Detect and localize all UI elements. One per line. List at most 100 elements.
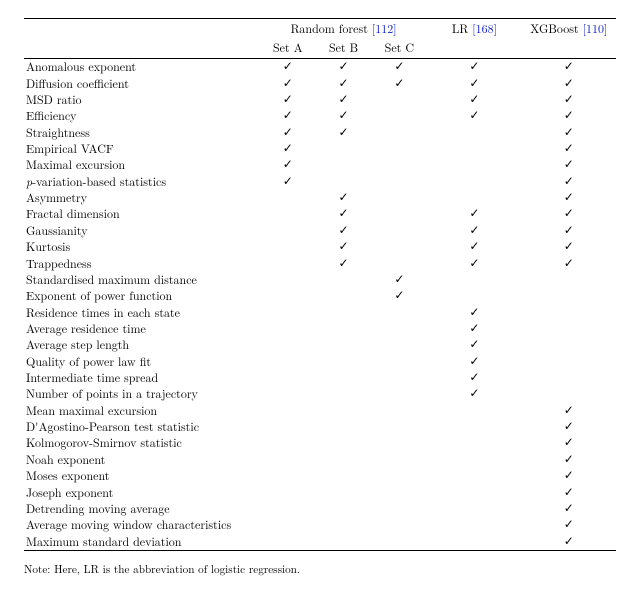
table-row: Noah exponent✓ xyxy=(24,451,616,467)
table-row: Maximum standard deviation ✓ xyxy=(24,533,616,550)
check-cell xyxy=(371,500,427,516)
col-lr: LR [168] xyxy=(427,19,521,38)
table-row: Anomalous exponent✓✓✓✓✓ xyxy=(24,59,616,75)
check-cell xyxy=(371,190,427,206)
check-cell xyxy=(427,124,521,140)
check-cell: ✓ xyxy=(316,222,372,238)
feature-label: Intermediate time spread xyxy=(24,370,260,386)
check-cell xyxy=(371,533,427,550)
table-row: Asymmetry✓✓ xyxy=(24,190,616,206)
check-cell: ✓ xyxy=(260,124,316,140)
check-cell xyxy=(427,451,521,467)
check-cell: ✓ xyxy=(427,370,521,386)
check-cell xyxy=(427,517,521,533)
check-cell xyxy=(371,124,427,140)
feature-label: Gaussianity xyxy=(24,222,260,238)
check-cell xyxy=(371,157,427,173)
check-cell xyxy=(427,173,521,189)
table-row: Kurtosis✓✓✓ xyxy=(24,239,616,255)
table-row: p-variation-based statistics✓✓ xyxy=(24,173,616,189)
feature-label: Mean maximal excursion xyxy=(24,402,260,418)
check-cell xyxy=(371,337,427,353)
check-cell xyxy=(260,451,316,467)
check-cell xyxy=(427,190,521,206)
table-row: Maximal excursion✓✓ xyxy=(24,157,616,173)
feature-label: Trappedness xyxy=(24,255,260,271)
check-cell xyxy=(316,271,372,287)
check-cell xyxy=(316,157,372,173)
check-cell xyxy=(260,320,316,336)
check-cell xyxy=(316,484,372,500)
check-cell xyxy=(316,517,372,533)
check-cell: ✓ xyxy=(522,419,616,435)
check-cell xyxy=(260,370,316,386)
check-cell xyxy=(260,435,316,451)
check-cell xyxy=(316,386,372,402)
check-cell xyxy=(371,468,427,484)
check-cell xyxy=(522,288,616,304)
feature-label: Detrending moving average xyxy=(24,500,260,516)
feature-label: Average residence time xyxy=(24,320,260,336)
check-cell: ✓ xyxy=(522,157,616,173)
table-row: Intermediate time spread ✓ xyxy=(24,370,616,386)
check-cell: ✓ xyxy=(427,337,521,353)
check-cell: ✓ xyxy=(522,255,616,271)
check-cell xyxy=(427,271,521,287)
check-cell: ✓ xyxy=(522,190,616,206)
feature-label: Maximal excursion xyxy=(24,157,260,173)
check-cell xyxy=(522,337,616,353)
check-cell: ✓ xyxy=(522,484,616,500)
check-cell xyxy=(260,206,316,222)
table-row: Diffusion coefficient✓✓✓✓✓ xyxy=(24,75,616,91)
feature-label: Moses exponent xyxy=(24,468,260,484)
check-cell: ✓ xyxy=(316,59,372,75)
table-row: Residence times in each state✓ xyxy=(24,304,616,320)
check-cell: ✓ xyxy=(522,108,616,124)
table-row: Number of points in a trajectory✓ xyxy=(24,386,616,402)
col-rf-ref: [112] xyxy=(372,20,397,37)
check-cell xyxy=(316,320,372,336)
table-row: Average step length✓ xyxy=(24,337,616,353)
check-cell xyxy=(427,157,521,173)
feature-label: Fractal dimension xyxy=(24,206,260,222)
feature-label: Joseph exponent xyxy=(24,484,260,500)
check-cell: ✓ xyxy=(427,206,521,222)
check-cell: ✓ xyxy=(427,386,521,402)
check-cell xyxy=(522,353,616,369)
check-cell xyxy=(371,91,427,107)
check-cell xyxy=(427,435,521,451)
col-xgb-label: XGBoost xyxy=(530,20,578,37)
feature-label: Maximum standard deviation xyxy=(24,533,260,550)
check-cell xyxy=(371,108,427,124)
check-cell: ✓ xyxy=(522,206,616,222)
check-cell xyxy=(427,468,521,484)
check-cell: ✓ xyxy=(427,108,521,124)
check-cell xyxy=(260,239,316,255)
check-cell: ✓ xyxy=(260,157,316,173)
check-cell: ✓ xyxy=(427,75,521,91)
check-cell: ✓ xyxy=(371,288,427,304)
check-cell xyxy=(316,468,372,484)
check-cell: ✓ xyxy=(522,402,616,418)
check-cell: ✓ xyxy=(522,533,616,550)
table-row: Fractal dimension✓✓✓ xyxy=(24,206,616,222)
check-cell xyxy=(427,484,521,500)
feature-label: D'Agostino-Pearson test statistic xyxy=(24,419,260,435)
feature-label: Residence times in each state xyxy=(24,304,260,320)
check-cell xyxy=(371,141,427,157)
check-cell: ✓ xyxy=(260,59,316,75)
check-cell xyxy=(260,500,316,516)
table-row: Moses exponent✓ xyxy=(24,468,616,484)
col-lr-label: LR xyxy=(452,20,468,37)
check-cell: ✓ xyxy=(260,108,316,124)
check-cell xyxy=(427,141,521,157)
col-xgb-ref: [110] xyxy=(583,20,608,37)
check-cell xyxy=(260,484,316,500)
feature-label: Kurtosis xyxy=(24,239,260,255)
check-cell xyxy=(371,419,427,435)
check-cell xyxy=(427,402,521,418)
check-cell xyxy=(371,517,427,533)
footnote: Note: Here, LR is the abbreviation of lo… xyxy=(24,561,616,577)
table-row: Joseph exponent ✓ xyxy=(24,484,616,500)
check-cell xyxy=(427,533,521,550)
